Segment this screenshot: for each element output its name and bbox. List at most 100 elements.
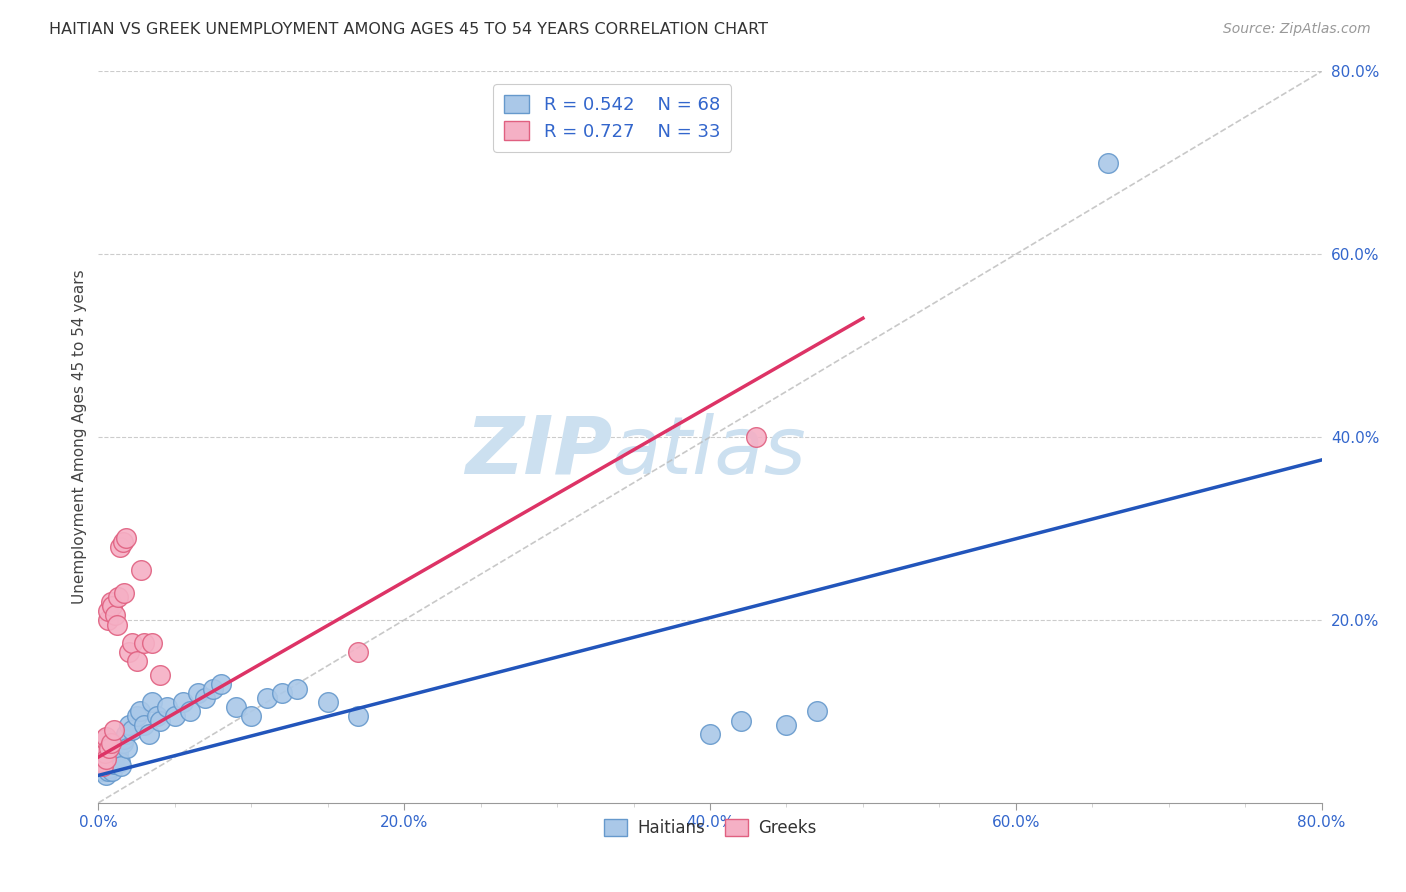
Point	[240, 709, 263, 723]
Point	[806, 705, 828, 719]
Point	[270, 686, 292, 700]
Point	[97, 764, 120, 778]
Point	[93, 731, 115, 746]
Point	[89, 746, 111, 760]
Point	[97, 739, 120, 753]
Y-axis label: Unemployment Among Ages 45 to 54 years: Unemployment Among Ages 45 to 54 years	[72, 269, 87, 605]
Point	[1097, 156, 1119, 170]
Point	[316, 695, 339, 709]
Point	[89, 755, 111, 769]
Legend: Haitians, Greeks: Haitians, Greeks	[595, 811, 825, 846]
Point	[172, 695, 194, 709]
Point	[111, 736, 134, 750]
Point	[134, 636, 156, 650]
Point	[128, 705, 150, 719]
Point	[91, 757, 114, 772]
Point	[93, 755, 115, 769]
Point	[121, 723, 143, 737]
Point	[89, 740, 111, 755]
Point	[93, 736, 115, 750]
Point	[149, 714, 172, 728]
Point	[90, 755, 112, 769]
Point	[121, 636, 143, 650]
Point	[285, 681, 308, 696]
Point	[347, 645, 370, 659]
Point	[118, 718, 141, 732]
Point	[104, 750, 127, 764]
Point	[91, 740, 114, 755]
Point	[90, 746, 112, 760]
Point	[156, 699, 179, 714]
Point	[225, 699, 247, 714]
Point	[93, 761, 115, 775]
Point	[90, 752, 112, 766]
Point	[94, 768, 117, 782]
Point	[125, 654, 148, 668]
Point	[730, 714, 752, 728]
Point	[108, 540, 131, 554]
Point	[103, 757, 125, 772]
Point	[187, 686, 209, 700]
Point	[117, 740, 139, 755]
Point	[141, 636, 163, 650]
Point	[94, 730, 117, 744]
Point	[97, 613, 120, 627]
Point	[93, 746, 115, 760]
Point	[125, 709, 148, 723]
Point	[699, 727, 721, 741]
Point	[107, 746, 129, 760]
Point	[347, 709, 370, 723]
Point	[745, 430, 768, 444]
Point	[105, 617, 128, 632]
Point	[115, 531, 138, 545]
Point	[149, 667, 172, 681]
Point	[97, 604, 120, 618]
Point	[100, 743, 122, 757]
Point	[256, 690, 278, 705]
Point	[100, 736, 122, 750]
Point	[98, 748, 121, 763]
Point	[101, 746, 124, 760]
Point	[101, 599, 124, 614]
Point	[94, 750, 117, 764]
Point	[111, 535, 134, 549]
Point	[91, 748, 114, 763]
Point	[97, 752, 120, 766]
Point	[129, 563, 152, 577]
Point	[104, 608, 127, 623]
Point	[112, 731, 135, 746]
Point	[179, 705, 201, 719]
Point	[134, 718, 156, 732]
Point	[90, 759, 112, 773]
Point	[89, 750, 111, 764]
Point	[103, 736, 125, 750]
Text: Source: ZipAtlas.com: Source: ZipAtlas.com	[1223, 22, 1371, 37]
Text: ZIP: ZIP	[465, 413, 612, 491]
Point	[138, 727, 160, 741]
Point	[91, 759, 114, 773]
Point	[94, 740, 117, 755]
Point	[775, 718, 797, 732]
Point	[98, 761, 121, 775]
Point	[108, 755, 131, 769]
Text: atlas: atlas	[612, 413, 807, 491]
Point	[94, 752, 117, 766]
Point	[107, 590, 129, 604]
Point	[115, 727, 138, 741]
Point	[194, 690, 217, 705]
Point	[163, 709, 186, 723]
Point	[98, 740, 121, 755]
Text: HAITIAN VS GREEK UNEMPLOYMENT AMONG AGES 45 TO 54 YEARS CORRELATION CHART: HAITIAN VS GREEK UNEMPLOYMENT AMONG AGES…	[49, 22, 768, 37]
Point	[145, 709, 167, 723]
Point	[91, 736, 114, 750]
Point	[103, 723, 125, 737]
Point	[90, 743, 112, 757]
Point	[89, 750, 111, 764]
Point	[202, 681, 225, 696]
Point	[98, 733, 121, 747]
Point	[105, 740, 128, 755]
Point	[141, 695, 163, 709]
Point	[209, 677, 232, 691]
Point	[100, 757, 122, 772]
Point	[94, 759, 117, 773]
